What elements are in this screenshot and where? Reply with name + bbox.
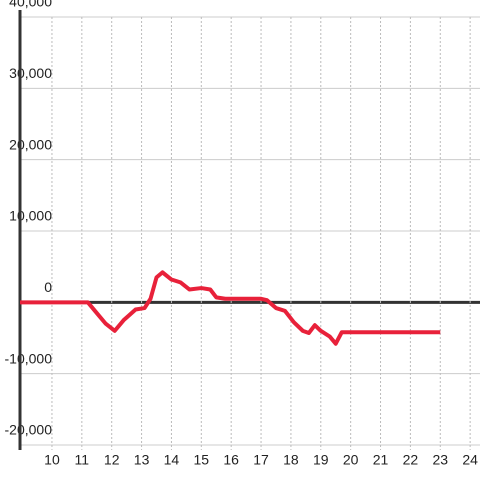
x-tick-label: 24 [462, 452, 478, 468]
x-tick-label: 23 [432, 452, 448, 468]
y-tick-label: 0 [44, 279, 52, 295]
x-tick-label: 18 [283, 452, 299, 468]
x-tick-label: 19 [313, 452, 329, 468]
x-tick-label: 16 [223, 452, 239, 468]
x-tick-label: 20 [343, 452, 359, 468]
y-tick-label: -10,000 [5, 350, 53, 366]
x-tick-label: 21 [373, 452, 389, 468]
x-tick-label: 22 [403, 452, 419, 468]
x-tick-label: 15 [194, 452, 210, 468]
y-tick-label: 10,000 [9, 208, 52, 224]
x-tick-label: 12 [104, 452, 120, 468]
y-tick-label: 20,000 [9, 136, 52, 152]
y-tick-label: 40,000 [9, 0, 52, 10]
x-tick-label: 14 [164, 452, 180, 468]
y-tick-label: -20,000 [5, 422, 53, 438]
x-tick-label: 17 [253, 452, 269, 468]
y-tick-label: 30,000 [9, 65, 52, 81]
x-tick-label: 10 [44, 452, 60, 468]
x-tick-label: 13 [134, 452, 150, 468]
data-line [20, 270, 441, 346]
x-tick-label: 11 [75, 452, 90, 468]
